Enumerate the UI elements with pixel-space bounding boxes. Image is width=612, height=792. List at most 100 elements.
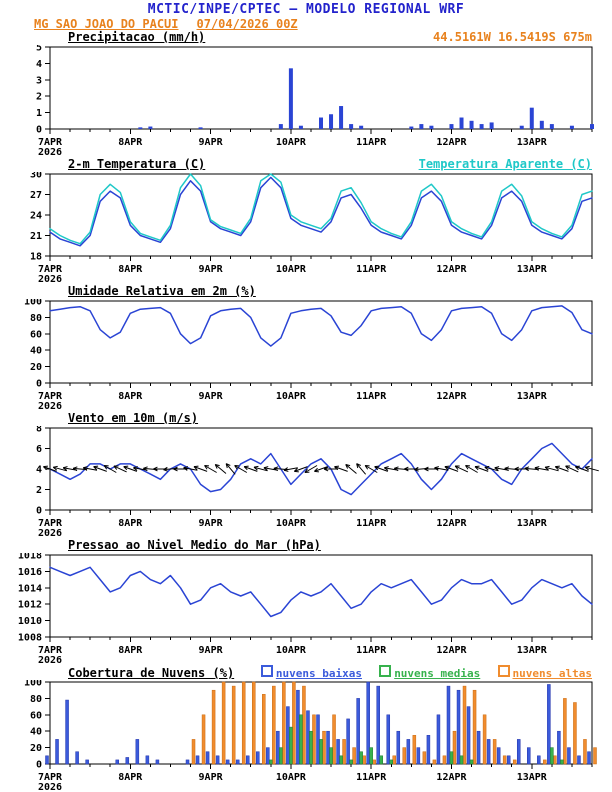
svg-text:9APR: 9APR xyxy=(199,518,224,529)
svg-text:13APR: 13APR xyxy=(517,772,548,783)
svg-text:1012: 1012 xyxy=(18,600,42,611)
panel-precipitation-header: Precipitacao (mm/h) 44.5161W 16.5419S 67… xyxy=(0,30,612,45)
svg-text:7APR: 7APR xyxy=(38,518,63,529)
legend-nuvens-baixas: nuvens baixas xyxy=(260,665,362,680)
panel-clouds-header: Cobertura de Nuvens (%) nuvens baixas nu… xyxy=(0,665,612,680)
panel-precipitation-title: Precipitacao (mm/h) xyxy=(68,30,206,44)
station-line: MG SAO JOAO DO PACUI 07/04/2026 00Z xyxy=(34,17,298,31)
svg-text:9APR: 9APR xyxy=(199,391,224,402)
svg-text:13APR: 13APR xyxy=(517,137,548,148)
svg-text:100: 100 xyxy=(24,680,42,689)
panel-temperature-title: 2-m Temperatura (C) xyxy=(68,157,206,171)
svg-text:7APR: 7APR xyxy=(38,264,63,275)
svg-text:11APR: 11APR xyxy=(356,772,387,783)
panel-temperature: 2-m Temperatura (C) Temperatura Aparente… xyxy=(0,157,612,284)
panel-humidity-title: Umidade Relativa em 2m (%) xyxy=(68,284,256,298)
svg-text:11APR: 11APR xyxy=(356,391,387,402)
svg-text:3: 3 xyxy=(36,75,42,86)
panel-clouds-title: Cobertura de Nuvens (%) xyxy=(68,666,235,680)
panel-pressure-title: Pressao ao Nivel Medio do Mar (hPa) xyxy=(68,538,321,552)
panel-humidity: Umidade Relativa em 2m (%) 0 20 40 60 80 100 7… xyxy=(0,284,612,411)
svg-text:12APR: 12APR xyxy=(436,645,467,656)
legend-box-baixas-icon xyxy=(260,665,273,677)
svg-text:21: 21 xyxy=(30,231,42,242)
panel-humidity-header: Umidade Relativa em 2m (%) xyxy=(0,284,612,299)
svg-text:9APR: 9APR xyxy=(199,264,224,275)
panel-pressure: Pressao ao Nivel Medio do Mar (hPa) 1008… xyxy=(0,538,612,665)
svg-text:12APR: 12APR xyxy=(436,518,467,529)
legend-label-altas: nuvens altas xyxy=(512,667,592,680)
legend-box-altas-icon xyxy=(497,665,510,677)
svg-text:80: 80 xyxy=(30,313,42,324)
svg-text:18: 18 xyxy=(30,252,42,263)
svg-text:8APR: 8APR xyxy=(118,518,143,529)
svg-text:24: 24 xyxy=(30,211,42,222)
svg-text:10APR: 10APR xyxy=(276,137,307,148)
svg-text:20: 20 xyxy=(30,743,42,754)
svg-text:9APR: 9APR xyxy=(199,772,224,783)
run-datetime: 07/04/2026 00Z xyxy=(196,17,298,31)
svg-text:8APR: 8APR xyxy=(118,264,143,275)
panel-clouds-title-group: Cobertura de Nuvens (%) xyxy=(68,666,234,680)
svg-text:2026: 2026 xyxy=(38,655,62,665)
svg-text:10APR: 10APR xyxy=(276,772,307,783)
svg-text:0: 0 xyxy=(36,125,42,136)
svg-text:60: 60 xyxy=(30,329,42,340)
svg-text:1010: 1010 xyxy=(18,616,42,627)
panel-temperature-header: 2-m Temperatura (C) Temperatura Aparente… xyxy=(0,157,612,172)
svg-text:60: 60 xyxy=(30,710,42,721)
svg-text:30: 30 xyxy=(30,172,42,181)
svg-text:0: 0 xyxy=(36,760,42,771)
svg-text:1018: 1018 xyxy=(18,553,42,562)
svg-text:2: 2 xyxy=(36,485,42,496)
panel-wind-title: Vento em 10m (m/s) xyxy=(68,411,199,425)
svg-text:40: 40 xyxy=(30,346,42,357)
svg-text:80: 80 xyxy=(30,694,42,705)
svg-text:8APR: 8APR xyxy=(118,391,143,402)
svg-text:7APR: 7APR xyxy=(38,772,63,783)
svg-text:10APR: 10APR xyxy=(276,518,307,529)
panel-precipitation: Precipitacao (mm/h) 44.5161W 16.5419S 67… xyxy=(0,30,612,157)
panel-pressure-header: Pressao ao Nivel Medio do Mar (hPa) xyxy=(0,538,612,553)
svg-text:13APR: 13APR xyxy=(517,264,548,275)
svg-text:13APR: 13APR xyxy=(517,645,548,656)
svg-text:10APR: 10APR xyxy=(276,645,307,656)
svg-text:20: 20 xyxy=(30,362,42,373)
station-name: MG SAO JOAO DO PACUI xyxy=(34,17,179,31)
svg-text:9APR: 9APR xyxy=(199,645,224,656)
svg-text:9APR: 9APR xyxy=(199,137,224,148)
page-title: MCTIC/INPE/CPTEC — MODELO REGIONAL WRF xyxy=(147,2,465,17)
svg-text:11APR: 11APR xyxy=(356,645,387,656)
svg-text:100: 100 xyxy=(24,299,42,308)
svg-text:2026: 2026 xyxy=(38,782,62,792)
svg-text:2026: 2026 xyxy=(38,401,62,411)
panel-clouds: Cobertura de Nuvens (%) nuvens baixas nu… xyxy=(0,665,612,792)
svg-text:1016: 1016 xyxy=(18,567,42,578)
svg-text:2026: 2026 xyxy=(38,274,62,284)
svg-text:0: 0 xyxy=(36,379,42,390)
svg-text:0: 0 xyxy=(36,506,42,517)
legend-label-baixas: nuvens baixas xyxy=(275,667,362,680)
svg-text:8: 8 xyxy=(36,426,42,435)
panel-wind-header: Vento em 10m (m/s) xyxy=(0,411,612,426)
clouds-legend: nuvens baixas nuvens medias nuvens altas xyxy=(251,665,592,680)
legend-label-medias: nuvens medias xyxy=(394,667,481,680)
svg-text:2026: 2026 xyxy=(38,528,62,538)
svg-text:8APR: 8APR xyxy=(118,645,143,656)
svg-text:1: 1 xyxy=(36,108,42,119)
svg-text:4: 4 xyxy=(36,465,42,476)
svg-text:7APR: 7APR xyxy=(38,645,63,656)
svg-text:10APR: 10APR xyxy=(276,264,307,275)
legend-box-medias-icon xyxy=(379,665,392,677)
svg-text:7APR: 7APR xyxy=(38,137,63,148)
svg-text:1014: 1014 xyxy=(18,583,42,594)
svg-text:8APR: 8APR xyxy=(118,137,143,148)
svg-text:12APR: 12APR xyxy=(436,772,467,783)
svg-text:11APR: 11APR xyxy=(356,137,387,148)
